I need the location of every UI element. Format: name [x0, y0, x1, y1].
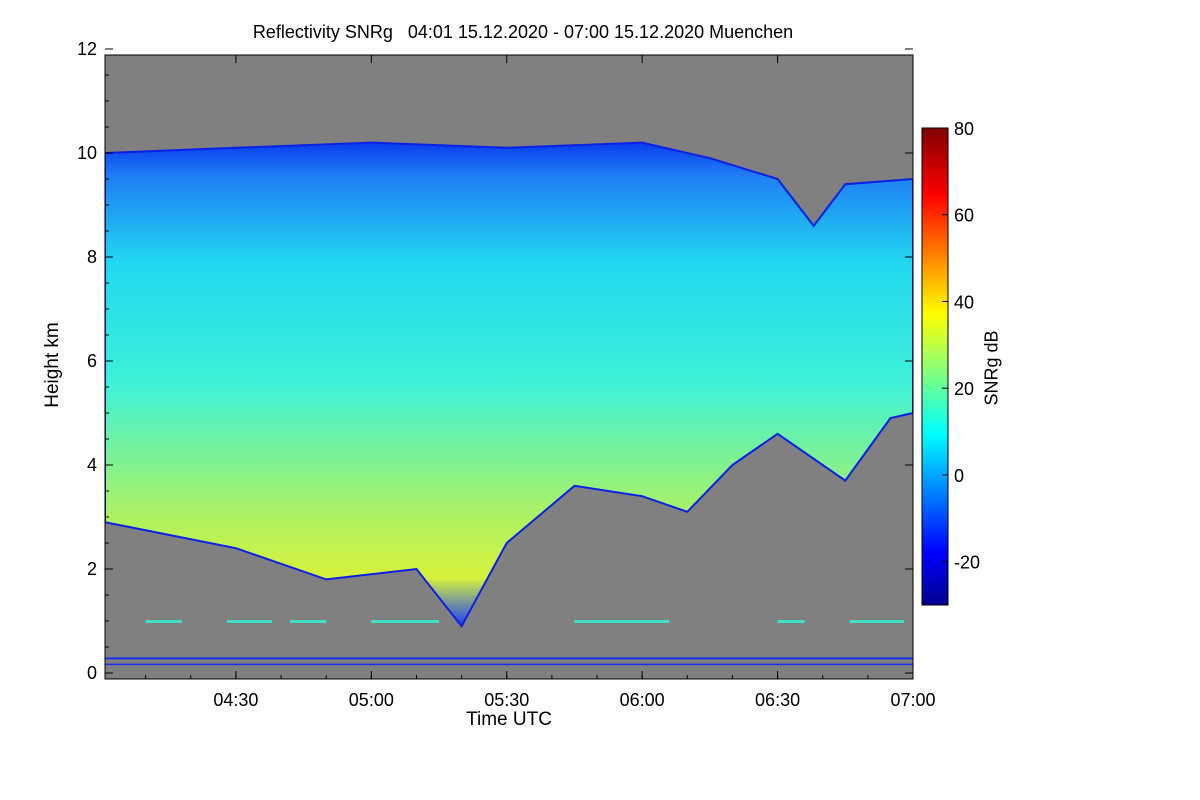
y-tick-label: 12 [77, 39, 97, 59]
colorbar [921, 127, 949, 606]
noise-streak [371, 620, 440, 623]
x-tick-label: 07:00 [890, 690, 935, 710]
y-axis-label: Height km [42, 322, 63, 408]
chart-title: Reflectivity SNRg 04:01 15.12.2020 - 07:… [252, 22, 794, 42]
y-tick-label: 10 [77, 143, 97, 163]
colorbar-tick-label: -20 [954, 553, 980, 573]
ground-echo-line [105, 663, 913, 666]
colorbar-tick-label: 20 [954, 379, 974, 399]
x-tick-label: 06:30 [755, 690, 800, 710]
x-axis-label: Time UTC [466, 709, 552, 730]
colorbar-label: SNRg dB [981, 330, 1002, 406]
y-tick-label: 8 [87, 247, 97, 267]
noise-streak [145, 620, 182, 623]
noise-streak [777, 620, 805, 623]
noise-streak [574, 620, 670, 623]
y-tick-label: 6 [87, 351, 97, 371]
colorbar-tick-label: 60 [954, 206, 974, 226]
ground-echo-line [105, 657, 913, 660]
colorbar-tick-label: 0 [954, 466, 964, 486]
plot-frame [104, 54, 914, 680]
y-tick-label: 4 [87, 455, 97, 475]
x-tick-label: 05:00 [349, 690, 394, 710]
noise-streak [849, 620, 904, 623]
colorbar-tick-label: 80 [954, 119, 974, 139]
y-tick-label: 0 [87, 663, 97, 683]
colorbar-tick-label: 40 [954, 292, 974, 312]
noise-streak [290, 620, 327, 623]
x-tick-label: 06:00 [620, 690, 665, 710]
cloud-echo-region [105, 141, 913, 629]
x-tick-label: 05:30 [484, 690, 529, 710]
noise-streak [226, 620, 273, 623]
y-tick-label: 2 [87, 559, 97, 579]
x-tick-label: 04:30 [213, 690, 258, 710]
